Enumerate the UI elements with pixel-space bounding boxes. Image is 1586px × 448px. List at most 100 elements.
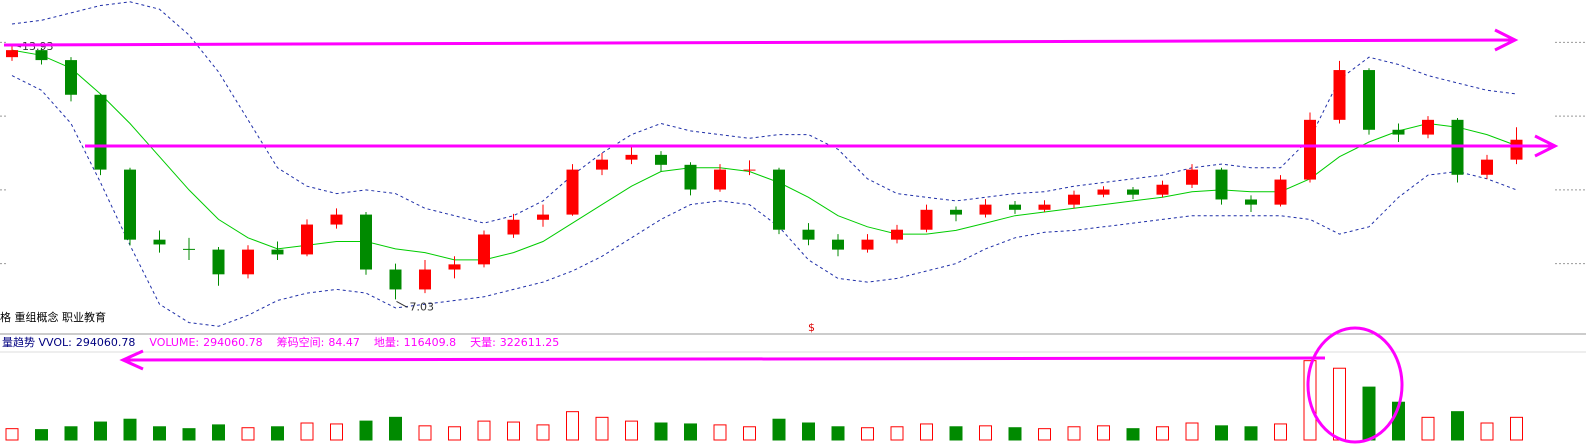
volume-bar xyxy=(1510,416,1523,441)
header-item: 地量: 116409.8 xyxy=(374,336,456,349)
high-label: 13.93 xyxy=(22,40,54,53)
volume-bar xyxy=(300,422,314,441)
volume-bar xyxy=(743,426,756,441)
volume-header: 量趋势 VVOL: 294060.78 VOLUME: 294060.78 筹码空间: 8… xyxy=(2,335,559,349)
header-label: VOLUME: xyxy=(149,336,199,349)
volume-bar xyxy=(123,418,137,441)
header-item: VOLUME: 294060.78 xyxy=(149,336,262,349)
candle-body xyxy=(684,164,697,190)
header-label: 地量: xyxy=(374,336,400,349)
volume-bar xyxy=(949,426,963,441)
volume-bar xyxy=(1244,426,1258,441)
candle-body xyxy=(1392,129,1405,135)
volume-bar xyxy=(831,426,845,441)
candle-body xyxy=(950,209,962,215)
volume-bar xyxy=(271,426,284,441)
low-label: 7.03 xyxy=(410,300,435,313)
volume-bar xyxy=(1215,425,1228,441)
candle-body xyxy=(1274,179,1287,205)
arrow-head xyxy=(1494,28,1519,52)
arrow-head xyxy=(1534,134,1559,158)
arrow-head xyxy=(119,349,144,371)
volume-bar xyxy=(5,428,19,441)
candle-body xyxy=(1038,204,1051,210)
candle-body xyxy=(979,204,992,215)
candle-body xyxy=(891,229,903,240)
volume-bar xyxy=(920,423,933,441)
arrow-line xyxy=(124,356,1326,362)
candle-body xyxy=(1422,119,1434,135)
candle-body xyxy=(1245,199,1257,205)
candle-body xyxy=(1333,70,1346,120)
volume-bar xyxy=(153,426,166,441)
volume-bar xyxy=(566,411,579,441)
candle-body xyxy=(743,169,756,171)
candle-body xyxy=(419,269,431,290)
volume-bar xyxy=(1126,428,1140,441)
volume-bar xyxy=(802,422,815,441)
volume-bar xyxy=(1038,428,1051,441)
candle-body xyxy=(6,50,18,58)
candle-body xyxy=(1510,139,1523,160)
candle-body xyxy=(920,209,933,230)
volume-bar xyxy=(359,420,373,441)
volume-bar xyxy=(1097,425,1110,441)
candle-body xyxy=(1215,169,1228,200)
volume-bar xyxy=(330,423,343,441)
volume-bar xyxy=(1008,427,1022,441)
volume-bar xyxy=(890,426,904,441)
marker: $ xyxy=(808,321,815,334)
highlight-circle xyxy=(1306,326,1404,444)
volume-bar xyxy=(94,421,107,441)
candle-body xyxy=(1068,194,1080,205)
candle-body xyxy=(301,224,313,255)
header-item: 筹码空间: 84.47 xyxy=(277,335,360,349)
volume-bar xyxy=(507,421,520,441)
arrow-line xyxy=(3,38,1516,47)
volume-bar xyxy=(1156,426,1169,441)
candle-body xyxy=(94,94,107,170)
volume-bar xyxy=(182,428,196,441)
candle-body xyxy=(212,249,225,275)
header-value: 294060.78 xyxy=(203,336,263,349)
header-value: 294060.78 xyxy=(76,336,136,349)
candle-body xyxy=(1304,119,1316,180)
candle-body xyxy=(242,249,254,275)
volume-bar xyxy=(625,420,638,441)
volume-bar xyxy=(1274,423,1287,441)
header-value: 84.47 xyxy=(328,336,360,349)
volume-bar xyxy=(241,427,255,441)
candle-body xyxy=(1363,70,1375,130)
volume-bar xyxy=(684,423,697,441)
candle-body xyxy=(861,239,874,250)
volume-bar xyxy=(1421,416,1435,441)
volume-bar xyxy=(772,418,786,441)
candle-body xyxy=(507,219,520,235)
volume-bar xyxy=(1067,426,1081,441)
candle-body xyxy=(832,239,844,250)
upper-band xyxy=(11,1,1517,224)
candle-body xyxy=(714,169,726,190)
candle-body xyxy=(596,159,608,170)
candle-body xyxy=(360,214,372,270)
candle-body xyxy=(1097,189,1110,195)
candle-body xyxy=(389,269,402,290)
volume-bar xyxy=(64,426,78,441)
candle-body xyxy=(1186,169,1198,185)
lower-band xyxy=(11,75,1517,327)
candle-body xyxy=(1481,159,1493,175)
candle-body xyxy=(566,169,579,215)
volume-bar xyxy=(477,420,491,441)
candle-body xyxy=(802,229,815,240)
candle-body xyxy=(1156,184,1169,195)
candle-body xyxy=(271,249,284,255)
volume-bar xyxy=(979,425,992,441)
volume-bar xyxy=(536,424,550,441)
candle-body xyxy=(65,60,77,95)
candle-body xyxy=(124,169,136,240)
annotations xyxy=(3,28,1559,444)
volume-bar xyxy=(448,426,461,441)
header-item: 量趋势 VVOL: 294060.78 xyxy=(2,336,135,349)
